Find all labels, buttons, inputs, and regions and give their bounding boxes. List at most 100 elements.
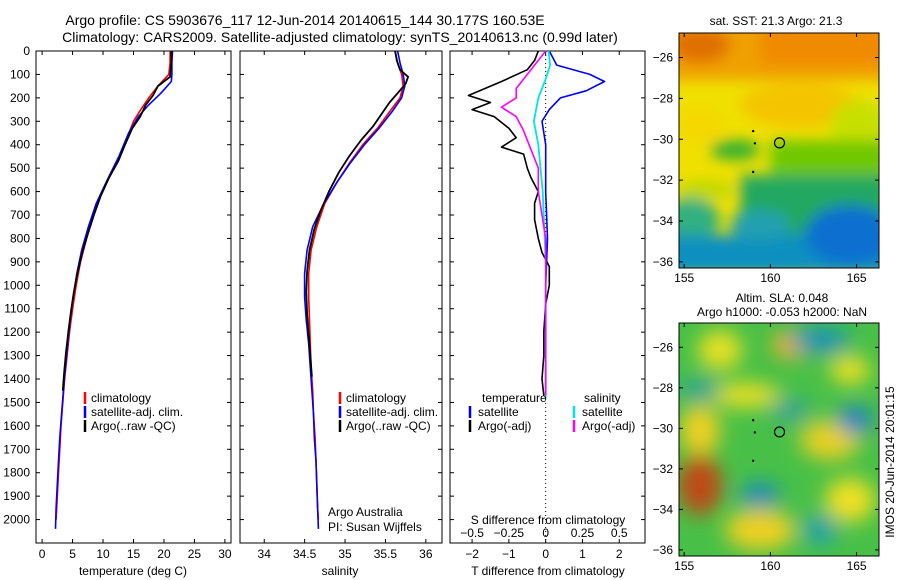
top-tick-label: 0.5	[611, 526, 628, 540]
x-tick-label: 10	[96, 547, 110, 561]
x-tick-label: 34.5	[293, 547, 317, 561]
salinity-panel-frame	[239, 50, 443, 544]
map-y-tick-label: −34	[653, 214, 674, 228]
legend-satellite-label: satellite-adj. clim.	[346, 405, 438, 419]
legend-climatology-label: climatology	[91, 391, 151, 405]
y-tick-label: 800	[10, 231, 30, 245]
legend-argo-label: Argo(..raw -QC)	[346, 419, 431, 433]
x-tick-label: 0	[542, 547, 549, 561]
map-y-tick-label: −30	[653, 421, 674, 435]
y-tick-label: 700	[10, 208, 30, 222]
map-y-tick-label: −36	[653, 543, 674, 557]
legend-sal-satellite-label: satellite	[582, 405, 623, 419]
top-tick-label: −0.5	[460, 526, 484, 540]
map-x-tick-label: 155	[674, 559, 694, 573]
temperature-legend: climatology satellite-adj. clim. Argo(..…	[83, 391, 183, 433]
top-tick-label: 0.25	[571, 526, 595, 540]
salinity-legend: climatology satellite-adj. clim. Argo(..…	[338, 391, 438, 433]
series-line-temperature-satellite	[541, 50, 606, 398]
y-tick-label: 1300	[3, 349, 30, 363]
map-y-tick-label: −26	[653, 340, 674, 354]
prior-position-dot	[751, 419, 755, 422]
x-tick-label: 5	[69, 547, 76, 561]
sst-map-marker	[751, 129, 786, 174]
sla-map-title-line1: Altim. SLA: 0.048	[736, 291, 829, 305]
prior-position-dot	[753, 142, 757, 145]
sla-map-field	[679, 323, 879, 556]
series-line-climatology	[307, 50, 405, 520]
salinity-series	[303, 50, 410, 529]
map-y-tick-label: −28	[653, 381, 674, 395]
y-tick-label: 1800	[3, 466, 30, 480]
map-y-tick-label: −28	[653, 91, 674, 105]
salinity-xlabel: salinity	[322, 564, 359, 578]
y-tick-label: 1900	[3, 489, 30, 503]
imos-timestamp: IMOS 20-Jun-2014 20:01:15	[883, 386, 897, 538]
y-tick-label: 900	[10, 255, 30, 269]
temperature-axes: 0 5 10 15 20 25 300100200300400500600700800900…	[3, 44, 232, 561]
credit-line2: PI: Susan Wijffels	[328, 520, 422, 534]
legend-argo-label: Argo(..raw -QC)	[91, 419, 176, 433]
prior-position-dot	[751, 170, 755, 174]
argo-position-marker	[773, 137, 786, 149]
x-tick-label: −1	[502, 547, 516, 561]
credit-line1: Argo Australia	[328, 505, 403, 519]
map-x-tick-label: 165	[847, 271, 867, 285]
y-tick-label: 1600	[3, 419, 30, 433]
legend-temperature-title: temperature	[482, 391, 547, 405]
series-line-argo-raw-qc-	[305, 50, 410, 377]
argo-position-marker	[773, 426, 786, 438]
map-x-tick-label: 165	[847, 559, 867, 573]
legend-satellite-label: satellite-adj. clim.	[91, 405, 183, 419]
x-tick-label: 35.5	[374, 547, 398, 561]
x-tick-label: 2	[616, 547, 623, 561]
sst-map-axes: 155 160 165 −26 −28 −30 −32 −34 −36	[653, 33, 879, 285]
legend-climatology-label: climatology	[346, 391, 406, 405]
map-x-tick-label: 160	[760, 271, 780, 285]
y-tick-label: 2000	[3, 513, 30, 527]
map-y-tick-label: −32	[653, 462, 674, 476]
y-tick-label: 400	[10, 138, 30, 152]
prior-position-dot	[751, 459, 755, 462]
map-y-tick-label: −34	[653, 502, 674, 516]
difference-series	[467, 50, 606, 398]
x-tick-label: 34	[258, 547, 272, 561]
map-x-tick-label: 155	[674, 271, 694, 285]
figure-title-line2: Climatology: CARS2009. Satellite-adjuste…	[62, 29, 618, 45]
sla-map-marker	[751, 419, 786, 462]
y-tick-label: 1100	[4, 302, 30, 316]
series-line-satellite-adj-clim-	[54, 50, 174, 529]
map-y-tick-label: −30	[653, 132, 674, 146]
x-tick-label: 25	[188, 547, 202, 561]
legend-sal-argo-label: Argo(-adj)	[582, 419, 635, 433]
x-tick-label: 20	[157, 547, 171, 561]
top-tick-label: 0	[542, 526, 549, 540]
x-tick-label: 30	[218, 547, 232, 561]
temperature-series	[54, 50, 174, 529]
y-tick-label: 200	[10, 91, 30, 105]
y-tick-label: 1400	[3, 372, 30, 386]
difference-xlabel: T difference from climatology	[471, 564, 625, 578]
difference-xlabel-top: S difference from climatology	[471, 513, 626, 527]
x-tick-label: 35	[338, 547, 352, 561]
y-tick-label: 300	[10, 114, 30, 128]
x-tick-label: 36	[419, 547, 433, 561]
sst-map-field	[679, 33, 879, 268]
x-tick-label: 15	[127, 547, 141, 561]
map-y-tick-label: −26	[653, 51, 674, 65]
y-tick-label: 1700	[3, 442, 30, 456]
y-tick-label: 600	[10, 185, 30, 199]
series-line-climatology	[55, 51, 171, 520]
series-line-salinity-argo-adj-	[500, 50, 547, 396]
prior-position-dot	[751, 129, 755, 133]
salinity-axes: 34 34.5 35 35.5 36	[240, 50, 442, 561]
y-tick-label: 1000	[3, 278, 30, 292]
x-tick-label: 0	[39, 547, 46, 561]
y-tick-label: 1200	[3, 325, 30, 339]
map-y-tick-label: −32	[653, 173, 674, 187]
difference-panel-frame	[449, 50, 646, 544]
difference-legend: temperature satellite Argo(-adj) salinit…	[468, 391, 635, 433]
map-x-tick-label: 160	[760, 559, 780, 573]
x-tick-label: 1	[579, 547, 586, 561]
